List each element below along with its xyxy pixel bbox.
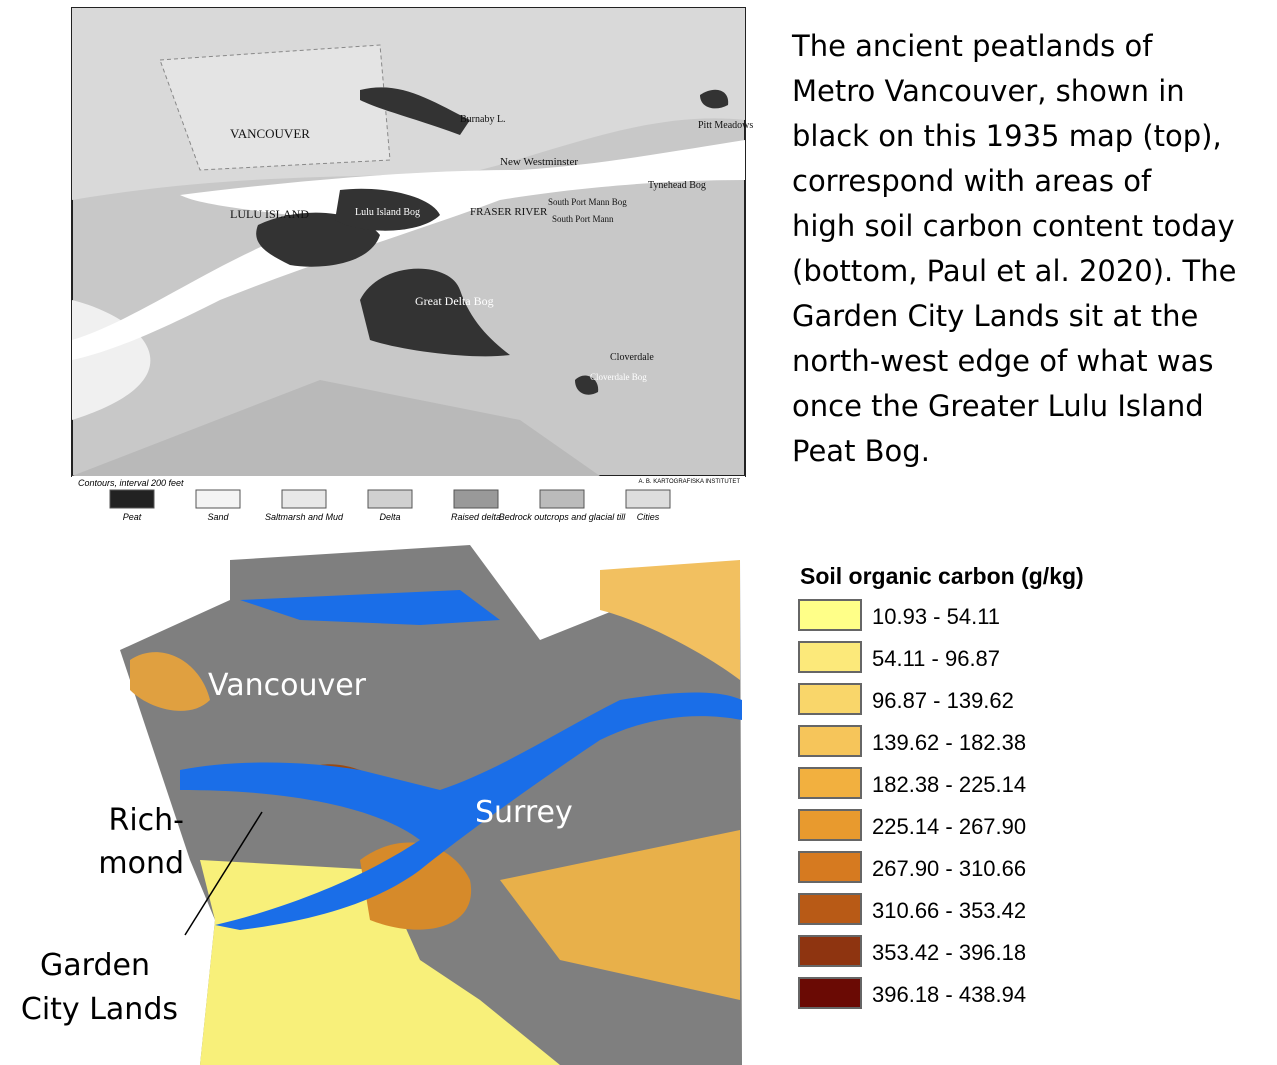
caption-line: high soil carbon content today bbox=[792, 209, 1235, 243]
site-label: City Lands bbox=[21, 992, 178, 1027]
legend-label: 267.90 - 310.66 bbox=[872, 856, 1026, 881]
historic-legend-swatch bbox=[367, 489, 413, 509]
historic-map bbox=[71, 7, 746, 526]
legend-label: 10.93 - 54.11 bbox=[872, 604, 1000, 629]
legend-swatch bbox=[798, 851, 862, 883]
caption-line: Peat Bog. bbox=[792, 434, 930, 468]
historic-map-label: Great Delta Bog bbox=[415, 294, 494, 308]
legend-label: 54.11 - 96.87 bbox=[872, 646, 1000, 671]
legend-label: 225.14 - 267.90 bbox=[872, 814, 1026, 839]
caption-line: north-west edge of what was bbox=[792, 344, 1213, 378]
caption-line: The ancient peatlands of bbox=[791, 29, 1153, 63]
historic-map-label: South Port Mann bbox=[552, 214, 614, 224]
historic-legend-label: Delta bbox=[379, 512, 400, 522]
historic-legend-label: Raised delta bbox=[451, 512, 501, 522]
historic-map-label: Tynehead Bog bbox=[648, 180, 706, 191]
soil-carbon-map bbox=[120, 545, 742, 1065]
city-label: Surrey bbox=[475, 795, 573, 830]
historic-legend-label: Saltmarsh and Mud bbox=[265, 512, 344, 522]
historic-legend-swatch bbox=[195, 489, 241, 509]
city-label: Rich- bbox=[108, 803, 184, 838]
legend-swatch bbox=[798, 641, 862, 673]
contours-note: Contours, interval 200 feet bbox=[78, 478, 184, 488]
caption-line: black on this 1935 map (top), bbox=[792, 119, 1222, 153]
historic-map-label: Pitt Meadows bbox=[698, 120, 753, 131]
legend-swatch bbox=[798, 599, 862, 631]
city-label: mond bbox=[98, 846, 184, 881]
historic-legend-swatch bbox=[281, 489, 327, 509]
legend-label: 310.66 - 353.42 bbox=[872, 898, 1026, 923]
caption-line: once the Greater Lulu Island bbox=[792, 389, 1204, 423]
legend-swatch bbox=[798, 893, 862, 925]
historic-map-label: FRASER RIVER bbox=[470, 206, 548, 218]
historic-map-label: Cloverdale Bog bbox=[590, 372, 647, 382]
legend-swatch bbox=[798, 809, 862, 841]
historic-legend-swatch bbox=[109, 489, 155, 509]
map-credit: A. B. KARTOGRAFISKA INSTITUTET bbox=[639, 479, 741, 485]
pointer-line bbox=[184, 811, 263, 936]
historic-map-label: Lulu Island Bog bbox=[355, 207, 420, 218]
historic-legend-label: Peat bbox=[123, 512, 142, 522]
historic-map-label: Burnaby L. bbox=[460, 114, 506, 125]
historic-legend-label: Cities bbox=[637, 512, 660, 522]
legend-label: 139.62 - 182.38 bbox=[872, 730, 1026, 755]
historic-legend-label: Bedrock outcrops and glacial till bbox=[499, 512, 627, 522]
caption-line: Metro Vancouver, shown in bbox=[792, 74, 1185, 108]
historic-map-label: LULU ISLAND bbox=[230, 207, 309, 221]
site-label: Garden bbox=[40, 948, 150, 983]
legend-label: 96.87 - 139.62 bbox=[872, 688, 1014, 713]
caption-line: (bottom, Paul et al. 2020). The bbox=[792, 254, 1236, 288]
legend-swatch bbox=[798, 977, 862, 1009]
caption-line: Garden City Lands sit at the bbox=[792, 299, 1198, 333]
legend-label: 396.18 - 438.94 bbox=[872, 982, 1026, 1007]
legend-swatch bbox=[798, 725, 862, 757]
legend-title: Soil organic carbon (g/kg) bbox=[800, 563, 1084, 589]
historic-legend-swatch bbox=[625, 489, 671, 509]
caption-line: correspond with areas of bbox=[792, 164, 1152, 198]
historic-map-label: VANCOUVER bbox=[230, 126, 310, 141]
legend-label: 182.38 - 225.14 bbox=[872, 772, 1026, 797]
legend-swatch bbox=[798, 767, 862, 799]
legend-label: 353.42 - 396.18 bbox=[872, 940, 1026, 965]
city-label: Vancouver bbox=[208, 668, 367, 703]
legend-swatch bbox=[798, 683, 862, 715]
historic-legend-swatch bbox=[453, 489, 499, 509]
historic-legend-swatch bbox=[539, 489, 585, 509]
historic-map-label: Cloverdale bbox=[610, 352, 654, 363]
legend-swatch bbox=[798, 935, 862, 967]
historic-legend-label: Sand bbox=[207, 512, 229, 522]
historic-map-label: South Port Mann Bog bbox=[548, 197, 627, 207]
historic-map-label: New Westminster bbox=[500, 156, 578, 168]
